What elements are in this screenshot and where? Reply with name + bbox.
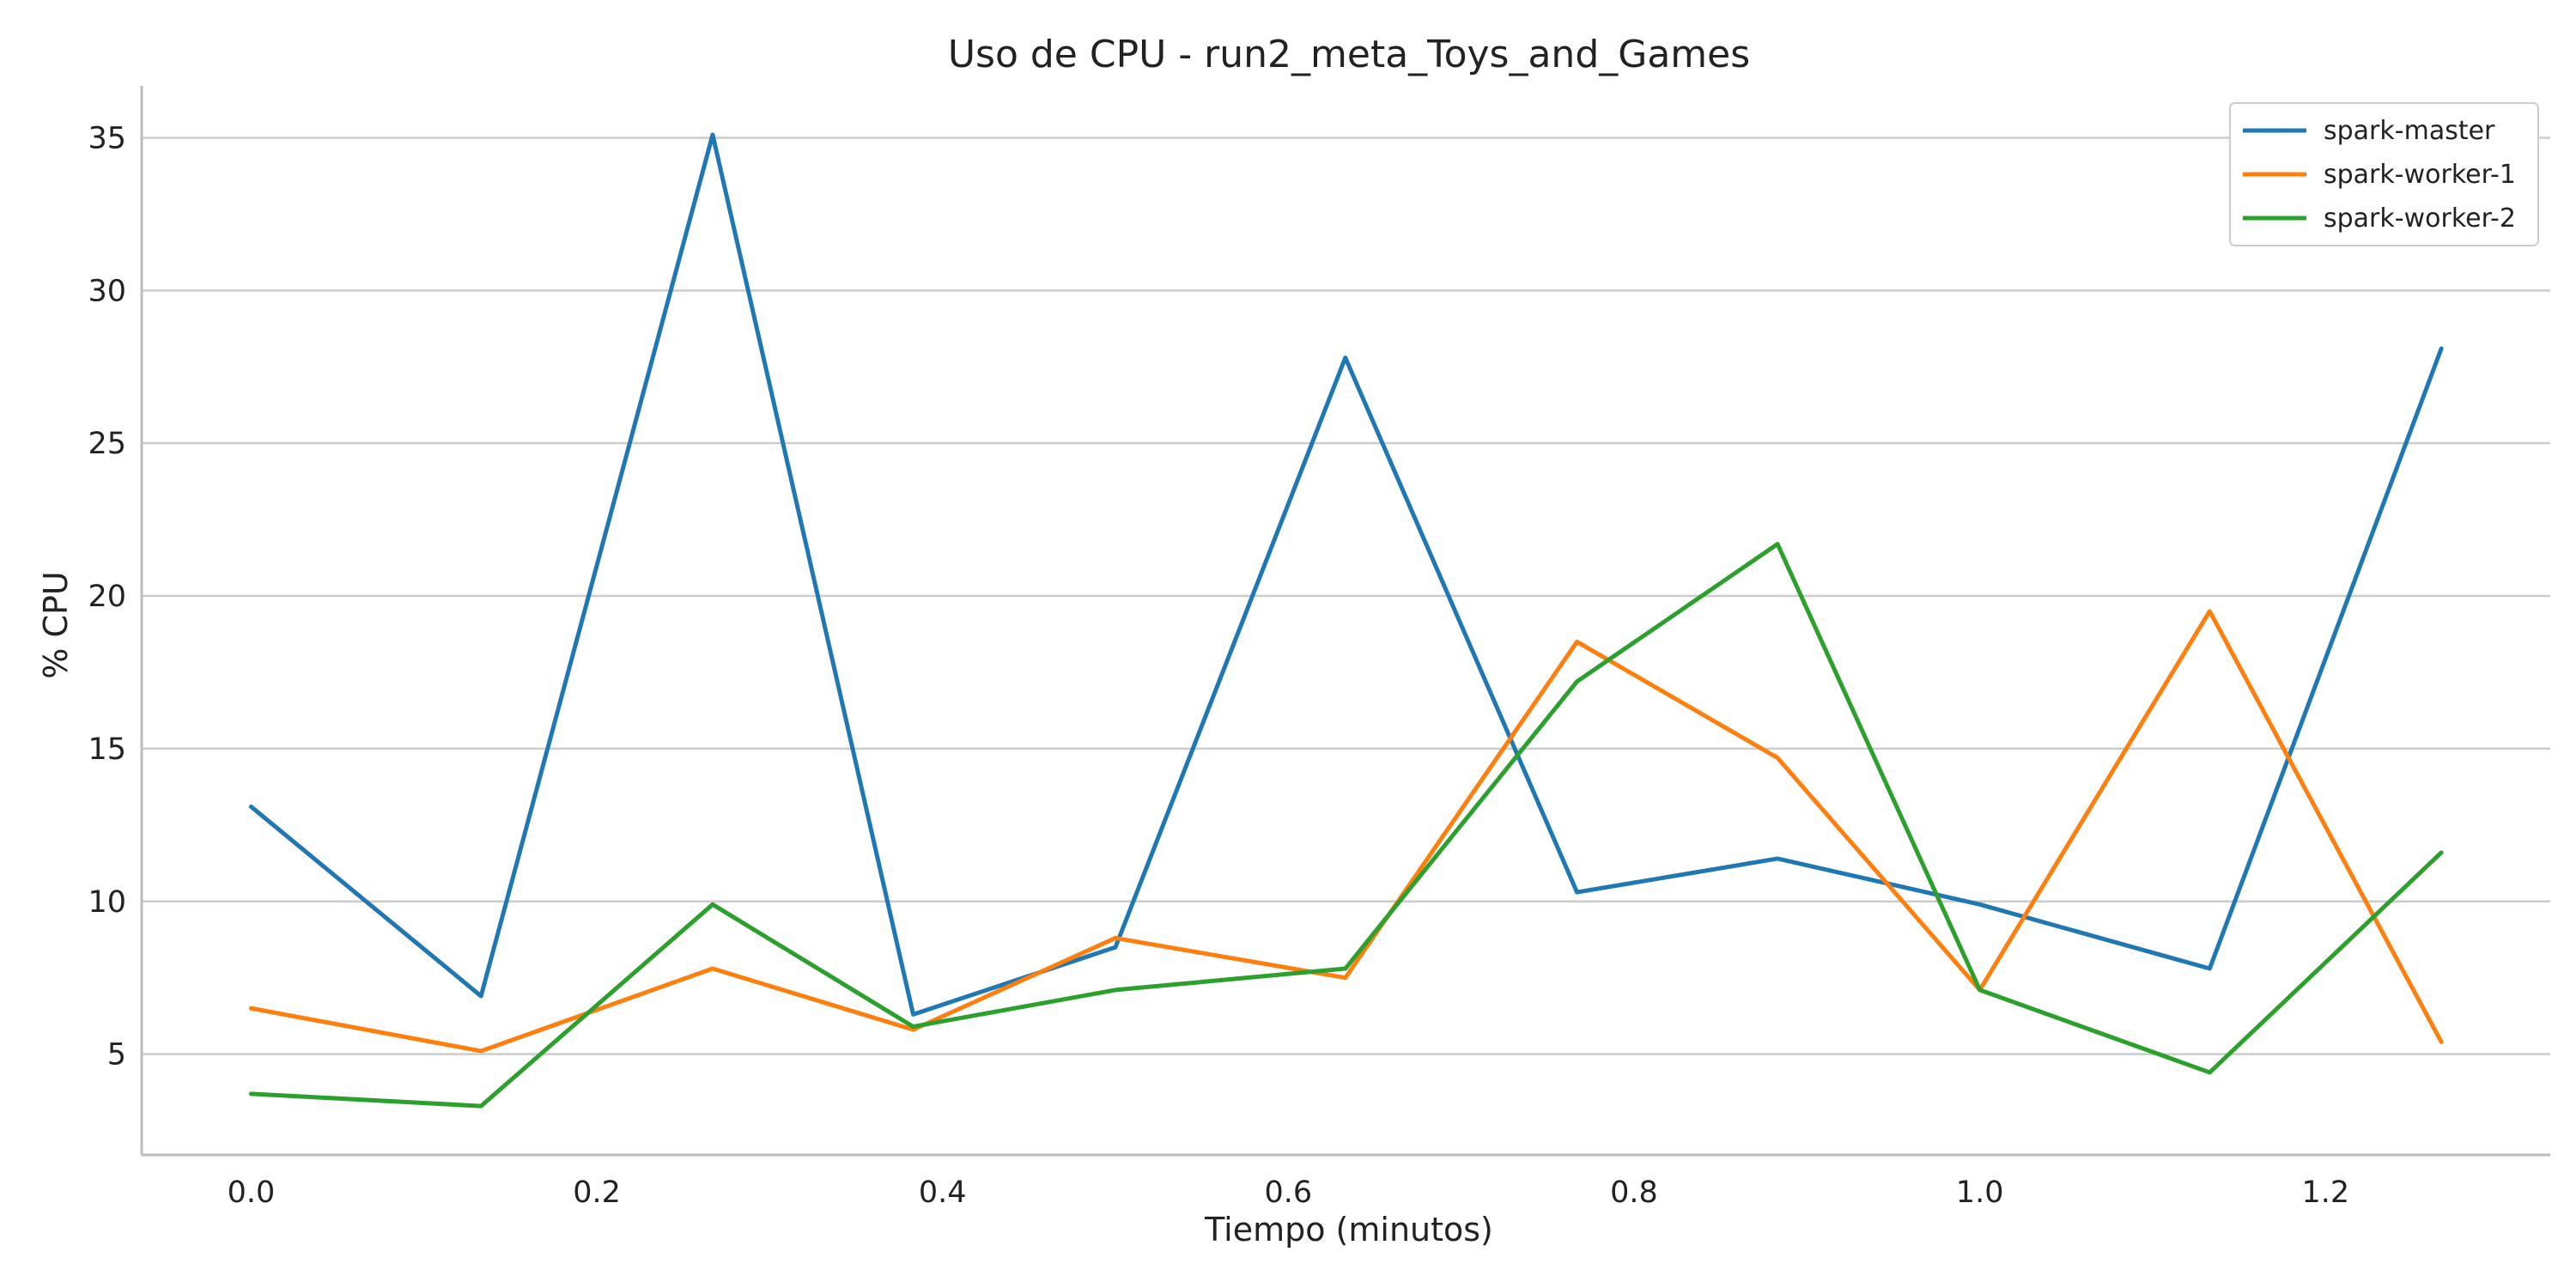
- legend-label: spark-worker-2: [2324, 204, 2516, 234]
- y-tick-label: 10: [88, 885, 126, 920]
- y-tick-label: 25: [88, 427, 126, 461]
- legend-frame: [2229, 102, 2539, 246]
- y-tick-label: 30: [88, 274, 126, 308]
- x-tick-label: 0.2: [573, 1176, 621, 1210]
- x-tick-label: 1.2: [2301, 1176, 2349, 1210]
- series-line-spark-master: [248, 132, 2444, 1017]
- tick-labels: 5 10 15 20 25 30 35 0.0 0.2 0.4 0.6 0.8 1.0 1.2: [88, 121, 2349, 1210]
- series-line-spark-worker-1: [248, 609, 2444, 1054]
- x-tick-label: 0.4: [919, 1176, 967, 1210]
- y-tick-label: 15: [88, 732, 126, 767]
- y-axis-label: % CPU: [37, 571, 75, 678]
- legend-label: spark-worker-1: [2324, 160, 2516, 190]
- legend-label: spark-master: [2324, 116, 2495, 146]
- x-tick-label: 0.0: [228, 1176, 276, 1210]
- x-tick-label: 1.0: [1956, 1176, 2004, 1210]
- x-axis-label: Tiempo (minutos): [1204, 1211, 1493, 1249]
- series-lines: [248, 132, 2444, 1109]
- x-tick-label: 0.8: [1610, 1176, 1658, 1210]
- chart-title: Uso de CPU - run2_meta_Toys_and_Games: [948, 33, 1750, 76]
- legend: spark-master spark-worker-1 spark-worker-2: [2229, 102, 2539, 246]
- grid-lines: [142, 137, 2550, 1055]
- y-tick-label: 20: [88, 580, 126, 614]
- y-tick-label: 35: [88, 121, 126, 155]
- axes: [140, 86, 2550, 1157]
- x-tick-label: 0.6: [1265, 1176, 1313, 1210]
- series-line-spark-worker-2: [248, 542, 2444, 1109]
- y-tick-label: 5: [107, 1038, 126, 1072]
